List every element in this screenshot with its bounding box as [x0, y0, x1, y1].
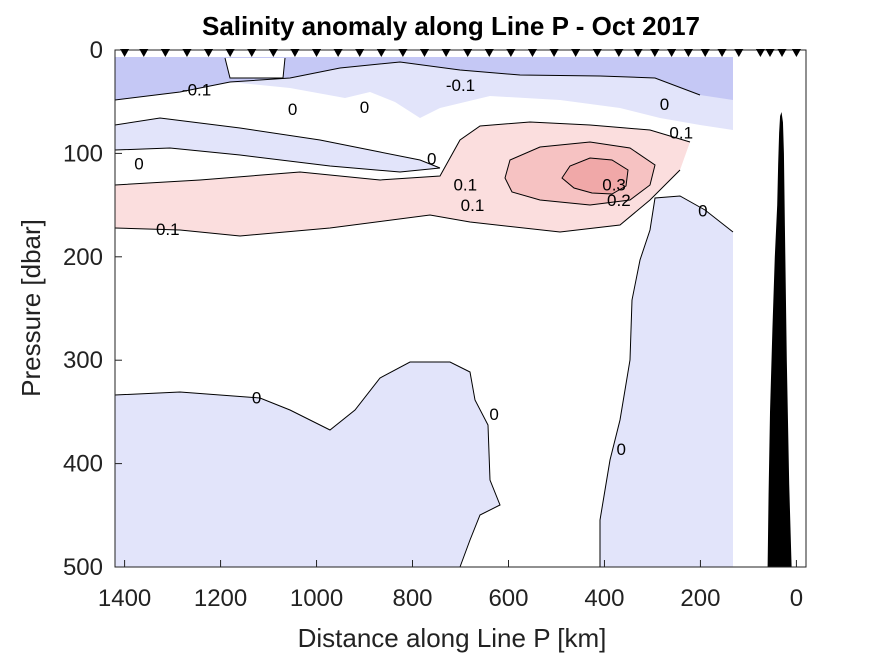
station-marker	[633, 49, 643, 57]
contour-label: 0	[427, 150, 436, 169]
y-tick-label: 400	[63, 451, 103, 478]
contour-label: 0.1	[453, 175, 477, 194]
station-marker	[765, 49, 775, 57]
contour-label: 0	[617, 440, 626, 459]
chart-title: Salinity anomaly along Line P - Oct 2017	[202, 11, 700, 41]
x-tick-label: 600	[488, 585, 528, 612]
x-tick-label: 800	[392, 585, 432, 612]
station-marker	[398, 49, 408, 57]
station-marker	[777, 49, 787, 57]
contour-line	[224, 57, 286, 79]
station-marker	[650, 49, 660, 57]
station-marker	[225, 49, 235, 57]
station-marker	[204, 49, 214, 57]
contour-label: 0.1	[669, 124, 693, 143]
station-marker	[571, 49, 581, 57]
station-marker	[120, 49, 130, 57]
contour-lines	[114, 57, 734, 568]
x-axis-label: Distance along Line P [km]	[298, 623, 607, 653]
contour-line	[114, 147, 441, 173]
x-axis-ticks: 1400 1200 1000 800 600 400 200 0	[98, 560, 803, 612]
station-marker	[527, 49, 537, 57]
contour-label: 0	[252, 388, 261, 407]
contour-label: 0	[660, 95, 669, 114]
x-tick-label: 1400	[98, 585, 151, 612]
x-tick-label: 1000	[290, 585, 343, 612]
contour-label: 0.3	[602, 175, 626, 194]
contour-line	[561, 157, 629, 195]
contour-label: 0	[288, 100, 297, 119]
fill-negative-deep-right	[600, 196, 733, 567]
contour-label: 0	[360, 98, 369, 117]
contour-line	[504, 141, 656, 206]
station-marker	[484, 49, 494, 57]
y-axis-ticks: 0 100 200 300 400 500	[63, 37, 122, 581]
station-marker	[549, 49, 559, 57]
contour-label: 0.2	[607, 191, 631, 210]
contour-line	[114, 61, 701, 101]
contour-line	[114, 361, 501, 568]
station-marker	[182, 49, 192, 57]
fill-positive-strong-core	[562, 158, 628, 194]
contour-label: -0.1	[446, 76, 475, 95]
station-marker	[755, 49, 765, 57]
station-marker	[791, 49, 801, 57]
x-tick-label: 0	[790, 585, 803, 612]
station-marker	[506, 49, 516, 57]
contour-line	[114, 169, 681, 237]
station-marker	[376, 49, 386, 57]
station-marker	[441, 49, 451, 57]
contour-label: 0.1	[461, 196, 485, 215]
fill-white-lens	[225, 58, 285, 78]
y-tick-label: 0	[90, 37, 103, 64]
station-markers	[120, 49, 801, 57]
y-tick-label: 100	[63, 140, 103, 167]
station-marker	[683, 49, 693, 57]
y-axis-label: Pressure [dbar]	[16, 219, 46, 397]
station-marker	[463, 49, 473, 57]
x-tick-label: 400	[584, 585, 624, 612]
x-tick-label: 200	[680, 585, 720, 612]
station-marker	[139, 49, 149, 57]
fill-negative-deep-left	[115, 362, 500, 567]
plot-area: -0.1 -0.10 0 00.10 00.10.10.30.200.1000	[114, 49, 807, 568]
station-marker	[700, 49, 710, 57]
station-marker	[667, 49, 677, 57]
station-marker	[333, 49, 343, 57]
station-marker	[160, 49, 170, 57]
station-marker	[420, 49, 430, 57]
contour-label: 0	[698, 201, 707, 220]
station-marker	[592, 49, 602, 57]
contour-label: 0	[134, 155, 143, 174]
station-marker	[290, 49, 300, 57]
contour-label: -0.1	[182, 80, 211, 99]
station-marker	[614, 49, 624, 57]
station-marker	[717, 49, 727, 57]
station-marker	[268, 49, 278, 57]
contour-fills	[115, 50, 806, 567]
station-marker	[312, 49, 322, 57]
station-marker	[734, 49, 744, 57]
contour-label: 0	[489, 405, 498, 424]
contour-line	[114, 117, 441, 169]
y-tick-label: 500	[63, 554, 103, 581]
contour-line	[599, 195, 734, 567]
contour-line	[114, 121, 691, 186]
contour-label: 0.1	[156, 220, 180, 239]
contour-labels: -0.1 -0.10 0 00.10 00.10.10.30.200.1000	[134, 76, 707, 459]
bathymetry-shape	[767, 112, 792, 567]
fill-negative-weak-mid	[115, 118, 440, 172]
x-tick-label: 1200	[194, 585, 247, 612]
y-tick-label: 300	[63, 347, 103, 374]
station-marker	[247, 49, 257, 57]
y-tick-label: 200	[63, 244, 103, 271]
station-marker	[355, 49, 365, 57]
plot-frame	[114, 49, 807, 568]
